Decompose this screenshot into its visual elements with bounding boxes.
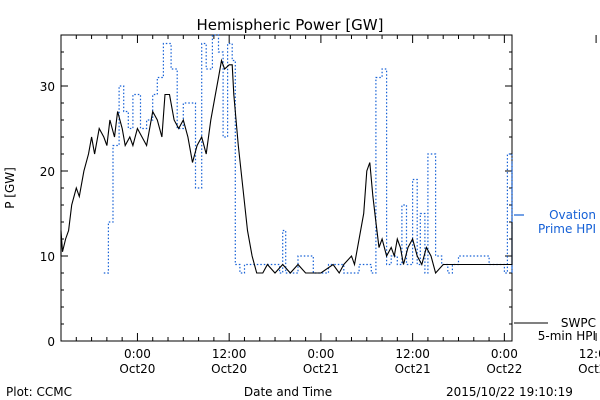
ovation-prime-hpi-line xyxy=(103,34,513,274)
series-layer xyxy=(60,34,513,275)
x-tick-time-label: 0:00 xyxy=(491,347,518,361)
y-tick-label: 0 xyxy=(47,335,55,349)
legend-ovation-line1: Ovation xyxy=(549,208,596,222)
x-tick-time-label: 0:00 xyxy=(307,347,334,361)
swpc-hpi-line xyxy=(60,58,513,275)
x-axis-label: Date and Time xyxy=(244,385,332,399)
x-tick-date-label: Oct22 xyxy=(486,362,522,376)
legend-swpc-line1: SWPC xyxy=(561,316,596,330)
footer-right: 2015/10/22 19:10:19 xyxy=(446,385,573,399)
x-tick-time-label: 0:00 xyxy=(124,347,151,361)
x-tick-date-label: Oct21 xyxy=(395,362,431,376)
chart-title: Hemispheric Power [GW] xyxy=(197,16,384,34)
x-tick-time-label: 12:00 xyxy=(395,347,430,361)
x-tick-time-label: 12:00 xyxy=(579,347,600,361)
x-tick-time-label: 12:00 xyxy=(212,347,247,361)
x-tick-date-label: Oct20 xyxy=(119,362,155,376)
x-tick-date-label: Oct20 xyxy=(211,362,247,376)
axis-ticks: 01020300:00Oct2012:00Oct200:00Oct2112:00… xyxy=(40,35,600,376)
y-axis-label: P [GW] xyxy=(3,167,17,209)
y-tick-label: 30 xyxy=(40,80,55,94)
x-tick-date-label: Oct22 xyxy=(578,362,600,376)
footer-left: Plot: CCMC xyxy=(6,385,72,399)
legend-swpc-line2: 5-min HPI xyxy=(538,329,596,343)
plot-frame xyxy=(60,34,513,342)
y-tick-label: 10 xyxy=(40,250,55,264)
x-tick-date-label: Oct21 xyxy=(303,362,339,376)
legend: Ovation Prime HPI SWPC 5-min HPI xyxy=(514,208,596,343)
y-tick-label: 20 xyxy=(40,165,55,179)
legend-ovation-line2: Prime HPI xyxy=(538,222,596,236)
